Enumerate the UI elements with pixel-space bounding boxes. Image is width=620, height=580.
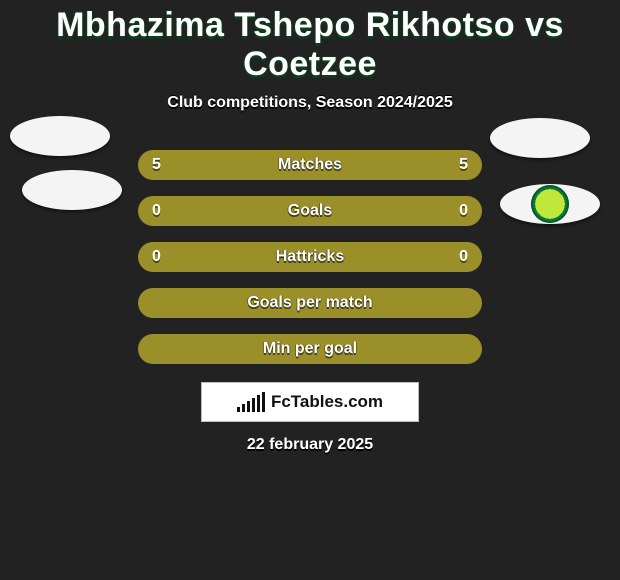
stat-row-goals: 0 Goals 0: [138, 196, 482, 226]
brand-box[interactable]: FcTables.com: [201, 382, 419, 422]
stat-right-value: 0: [459, 202, 468, 220]
club-badge-left-1: [10, 116, 110, 156]
stat-label: Goals: [288, 202, 332, 220]
stat-right-value: 0: [459, 248, 468, 266]
stat-left-value: 0: [152, 202, 161, 220]
stat-label: Hattricks: [276, 248, 344, 266]
stat-left-value: 0: [152, 248, 161, 266]
stat-row-goals-per-match: Goals per match: [138, 288, 482, 318]
stat-row-matches: 5 Matches 5: [138, 150, 482, 180]
brand-text: FcTables.com: [271, 392, 383, 412]
page-title: Mbhazima Tshepo Rikhotso vs Coetzee: [0, 0, 620, 84]
stat-label: Goals per match: [247, 294, 372, 312]
club-badge-left-2: [22, 170, 122, 210]
stat-row-hattricks: 0 Hattricks 0: [138, 242, 482, 272]
footer-date: 22 february 2025: [0, 436, 620, 454]
stat-right-value: 5: [459, 156, 468, 174]
subtitle: Club competitions, Season 2024/2025: [0, 94, 620, 112]
comparison-card: Mbhazima Tshepo Rikhotso vs Coetzee Club…: [0, 0, 620, 580]
club-badge-right-1: [490, 118, 590, 158]
crest-icon: [531, 185, 569, 223]
bar-chart-icon: [237, 392, 265, 412]
club-badge-right-2: [500, 184, 600, 224]
stat-row-right-half: [310, 196, 482, 226]
stat-label: Min per goal: [263, 340, 357, 358]
stat-left-value: 5: [152, 156, 161, 174]
stat-row-min-per-goal: Min per goal: [138, 334, 482, 364]
stat-row-left-half: [138, 196, 310, 226]
stat-label: Matches: [278, 156, 342, 174]
